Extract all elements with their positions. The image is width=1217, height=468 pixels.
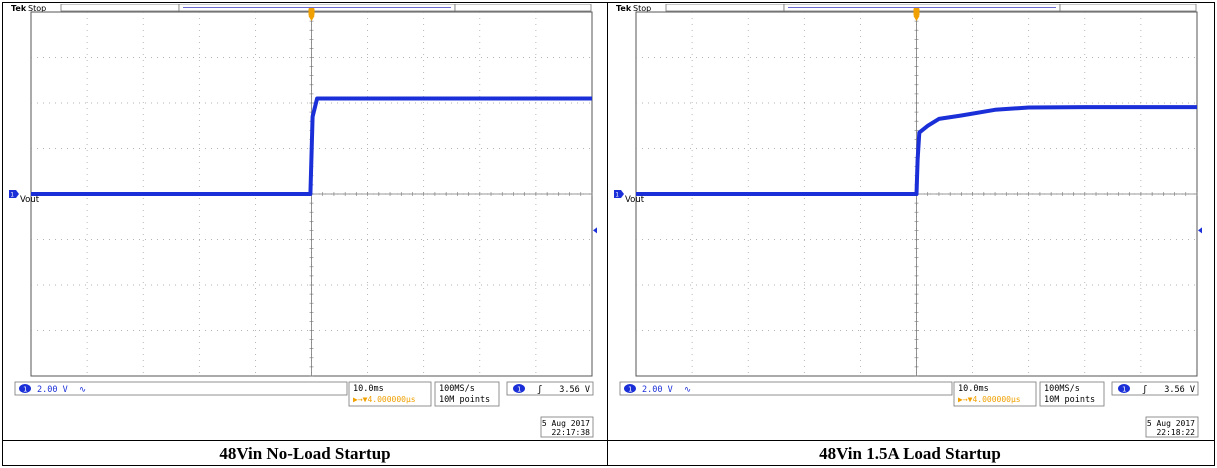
trigger-level-marker	[1198, 227, 1202, 234]
top-bar-box	[1059, 4, 1197, 12]
caption-right: 48Vin 1.5A Load Startup	[819, 444, 1001, 463]
ch1-coupling-readout: ∿	[79, 385, 86, 395]
date-readout: 5 Aug 2017	[542, 419, 590, 428]
channel-label: Vout	[625, 195, 645, 205]
trigger-position-readout: ▶→▼4.000000µs	[353, 395, 416, 404]
timebase-readout-box	[348, 381, 432, 407]
top-bar-box	[665, 4, 785, 12]
trigger-level-marker	[593, 227, 597, 234]
trigger-slope-icon: ʃ	[537, 385, 542, 395]
trigger-position-marker	[308, 8, 315, 21]
ground-marker-number: 1	[10, 192, 14, 199]
trigger-readout-box	[1111, 381, 1199, 396]
ch1-scale-readout: 2.00 V	[642, 385, 673, 395]
table-row-divider	[2, 440, 1215, 441]
waveform-trace	[31, 96, 592, 196]
datetime-box	[1145, 416, 1199, 438]
channel-badge-number: 1	[23, 386, 27, 394]
trigger-channel-number: 1	[1122, 386, 1126, 394]
oscilloscope-plot-right: Tek Stop 1 Vout 1 2.00 V ∿ 10.0ms▶→▼4.000000µs 1…	[612, 4, 1208, 438]
oscilloscope-plot-left: Tek Stop 1 Vout 1 2.00 V ∿ 10.0ms▶→▼4.000000µs 1…	[7, 4, 603, 438]
oscilloscope-screen-right: Tek Stop 1 Vout 1 2.00 V ∿ 10.0ms ▶→▼4.000000µs 1…	[612, 4, 1208, 438]
oscilloscope-screen-left: Tek Stop 1 Vout 1 2.00 V ∿ 10.0ms ▶→▼4.000000µs 1…	[7, 4, 603, 438]
time-readout: 22:18:22	[1156, 428, 1195, 437]
timebase-readout: 10.0ms	[958, 384, 989, 394]
date-readout: 5 Aug 2017	[1147, 419, 1195, 428]
top-bar-box	[60, 4, 180, 12]
status-label: Stop	[633, 4, 651, 13]
acquisition-readout-box	[1039, 381, 1105, 407]
channel-badge	[19, 384, 31, 393]
brand-label: Tek	[616, 4, 632, 13]
record-length-readout: 10M points	[439, 395, 490, 405]
datetime-box	[540, 416, 594, 438]
trigger-position-marker	[913, 8, 920, 21]
sample-rate-readout: 100MS/s	[1044, 384, 1080, 394]
channel-readout-box	[14, 381, 348, 396]
ch1-coupling-readout: ∿	[684, 385, 691, 395]
channel-badge	[624, 384, 636, 393]
timebase-readout-box	[953, 381, 1037, 407]
brand-label: Tek	[11, 4, 27, 13]
status-label: Stop	[28, 4, 46, 13]
channel-readout-box	[619, 381, 953, 396]
time-readout: 22:17:38	[551, 428, 590, 437]
trigger-channel-badge	[1118, 384, 1130, 393]
waveform-trace	[636, 105, 1197, 196]
trigger-slope-icon: ʃ	[1142, 385, 1147, 395]
trigger-channel-badge	[513, 384, 525, 393]
channel-label: Vout	[20, 195, 40, 205]
table-column-divider	[607, 2, 608, 466]
record-length-readout: 10M points	[1044, 395, 1095, 405]
ch1-scale-readout: 2.00 V	[37, 385, 68, 395]
sample-rate-readout: 100MS/s	[439, 384, 475, 394]
timebase-readout: 10.0ms	[353, 384, 384, 394]
trigger-level-readout: 3.56 V	[559, 385, 590, 395]
acquisition-readout-box	[434, 381, 500, 407]
caption-left: 48Vin No-Load Startup	[219, 444, 391, 463]
trigger-readout-box	[506, 381, 594, 396]
top-bar-box	[454, 4, 592, 12]
ground-marker	[9, 190, 19, 198]
trigger-channel-number: 1	[517, 386, 521, 394]
ground-marker-number: 1	[615, 192, 619, 199]
ground-marker	[614, 190, 624, 198]
trigger-position-readout: ▶→▼4.000000µs	[958, 395, 1021, 404]
trigger-level-readout: 3.56 V	[1164, 385, 1195, 395]
channel-badge-number: 1	[628, 386, 632, 394]
